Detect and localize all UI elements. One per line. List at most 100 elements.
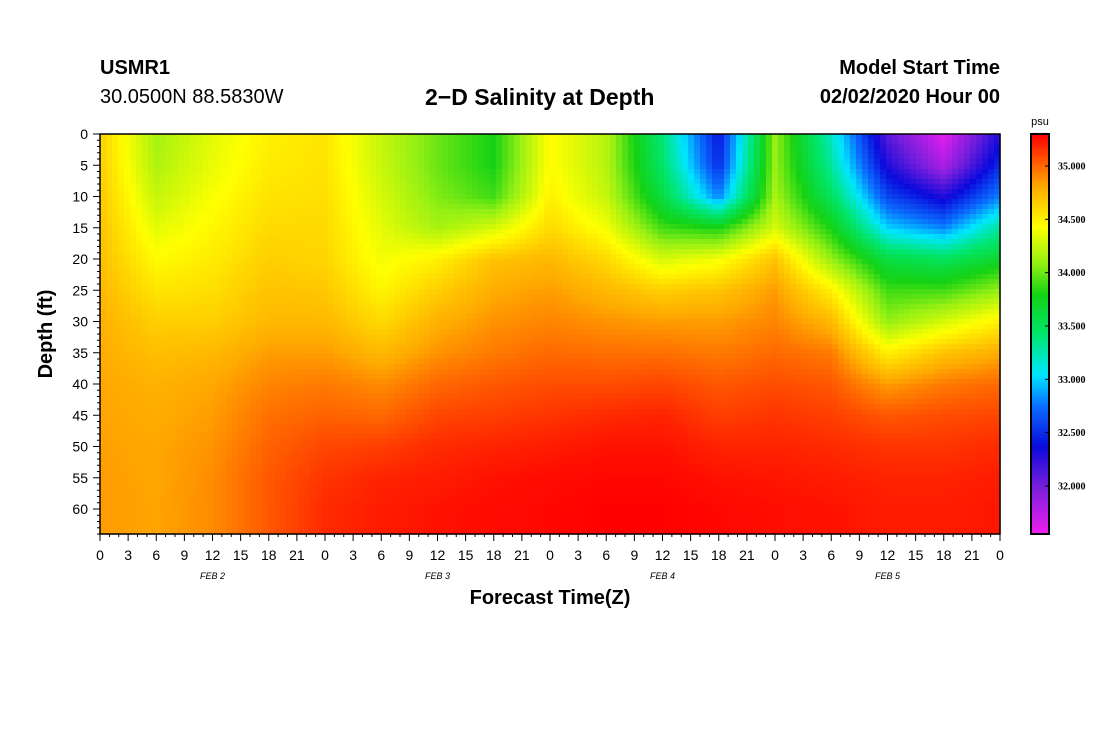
heatmap-cell xyxy=(622,139,629,145)
heatmap-cell xyxy=(862,134,869,140)
heatmap-cell xyxy=(550,249,557,255)
heatmap-cell xyxy=(232,174,239,180)
heatmap-cell xyxy=(808,164,815,170)
heatmap-cell xyxy=(556,214,563,220)
heatmap-cell xyxy=(748,189,755,195)
heatmap-cell xyxy=(850,249,857,255)
heatmap-cell xyxy=(730,234,737,240)
heatmap-cell xyxy=(580,274,587,280)
heatmap-cell xyxy=(388,174,395,180)
heatmap-cell xyxy=(100,264,107,270)
heatmap-cell xyxy=(706,294,713,300)
heatmap-cell xyxy=(220,234,227,240)
heatmap-cell xyxy=(220,139,227,145)
heatmap-cell xyxy=(508,294,515,300)
heatmap-cell xyxy=(268,299,275,305)
heatmap-cell xyxy=(466,209,473,215)
heatmap-cell xyxy=(808,219,815,225)
heatmap-cell xyxy=(634,214,641,220)
heatmap-cell xyxy=(952,294,959,300)
heatmap-cell xyxy=(202,189,209,195)
heatmap-cell xyxy=(256,299,263,305)
heatmap-cell xyxy=(724,229,731,235)
heatmap-cell xyxy=(154,199,161,205)
heatmap-cell xyxy=(760,229,767,235)
heatmap-cell xyxy=(622,294,629,300)
heatmap-cell xyxy=(952,169,959,175)
heatmap-cell xyxy=(526,184,533,190)
heatmap-cell xyxy=(550,199,557,205)
heatmap-cell xyxy=(802,214,809,220)
heatmap-cell xyxy=(826,224,833,230)
heatmap-cell xyxy=(652,239,659,245)
heatmap-cell xyxy=(838,264,845,270)
heatmap-cell xyxy=(454,274,461,280)
heatmap-cell xyxy=(670,174,677,180)
heatmap-cell xyxy=(934,259,941,265)
heatmap-cell xyxy=(280,184,287,190)
heatmap-cell xyxy=(244,199,251,205)
heatmap-cell xyxy=(244,289,251,295)
heatmap-cell xyxy=(766,214,773,220)
heatmap-cell xyxy=(664,174,671,180)
heatmap-cell xyxy=(346,284,353,290)
heatmap-cell xyxy=(376,264,383,270)
heatmap-cell xyxy=(970,279,977,285)
heatmap-cell xyxy=(844,164,851,170)
heatmap-cell xyxy=(292,179,299,185)
heatmap-cell xyxy=(214,289,221,295)
heatmap-cell xyxy=(808,154,815,160)
heatmap-cell xyxy=(400,134,407,140)
heatmap-cell xyxy=(736,274,743,280)
heatmap-cell xyxy=(724,254,731,260)
heatmap-cell xyxy=(580,174,587,180)
heatmap-cell xyxy=(154,189,161,195)
heatmap-cell xyxy=(358,204,365,210)
heatmap-cell xyxy=(250,264,257,270)
heatmap-cell xyxy=(322,299,329,305)
heatmap-cell xyxy=(790,254,797,260)
heatmap-cell xyxy=(598,139,605,145)
heatmap-cell xyxy=(442,209,449,215)
heatmap-cell xyxy=(886,214,893,220)
heatmap-cell xyxy=(688,204,695,210)
heatmap-cell xyxy=(664,274,671,280)
heatmap-cell xyxy=(322,149,329,155)
heatmap-cell xyxy=(994,214,1001,220)
heatmap-cell xyxy=(100,259,107,265)
heatmap-cell xyxy=(388,144,395,150)
heatmap-cell xyxy=(496,179,503,185)
heatmap-cell xyxy=(100,179,107,185)
heatmap-cell xyxy=(736,264,743,270)
heatmap-cell xyxy=(238,234,245,240)
heatmap-cell xyxy=(106,154,113,160)
heatmap-cell xyxy=(700,234,707,240)
heatmap-cell xyxy=(580,219,587,225)
heatmap-cell xyxy=(700,164,707,170)
heatmap-cell xyxy=(124,149,131,155)
heatmap-cell xyxy=(784,179,791,185)
heatmap-cell xyxy=(238,254,245,260)
heatmap-cell xyxy=(190,284,197,290)
heatmap-cell xyxy=(418,264,425,270)
heatmap-cell xyxy=(730,174,737,180)
heatmap-cell xyxy=(232,289,239,295)
heatmap-cell xyxy=(262,224,269,230)
heatmap-cell xyxy=(208,289,215,295)
heatmap-cell xyxy=(646,239,653,245)
heatmap-cell xyxy=(760,284,767,290)
heatmap-cell xyxy=(118,199,125,205)
heatmap-cell xyxy=(562,279,569,285)
heatmap-cell xyxy=(292,184,299,190)
heatmap-cell xyxy=(358,139,365,145)
heatmap-cell xyxy=(358,249,365,255)
heatmap-cell xyxy=(304,199,311,205)
heatmap-cell xyxy=(442,184,449,190)
heatmap-cell xyxy=(316,229,323,235)
heatmap-cell xyxy=(802,189,809,195)
heatmap-cell xyxy=(184,234,191,240)
heatmap-cell xyxy=(880,264,887,270)
heatmap-cell xyxy=(274,189,281,195)
heatmap-cell xyxy=(646,149,653,155)
heatmap-cell xyxy=(130,149,137,155)
